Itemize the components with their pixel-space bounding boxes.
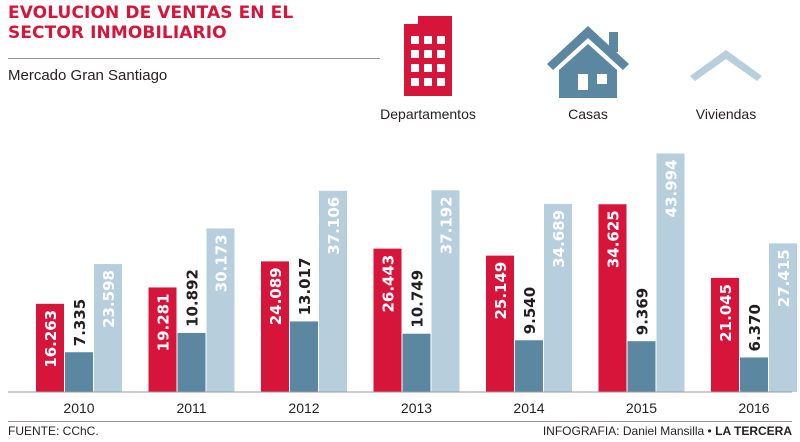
value-label-departamentos-2016: 21.045: [717, 284, 735, 342]
x-tick-label-2016: 2016: [738, 400, 769, 416]
bar-departamentos-2016: [711, 277, 739, 392]
bar-viviendas-2016: [769, 243, 797, 392]
x-tick-label-2013: 2013: [401, 400, 432, 416]
x-tick-label-2012: 2012: [288, 400, 319, 416]
value-label-viviendas-2015: 43.994: [663, 159, 681, 217]
bar-viviendas-2012: [319, 190, 347, 392]
value-label-departamentos-2010: 16.263: [42, 310, 60, 368]
chart-title: EVOLUCION DE VENTAS EN EL SECTOR INMOBIL…: [8, 3, 294, 43]
x-tick-label-2011: 2011: [176, 400, 206, 416]
bar-departamentos-2014: [486, 255, 514, 392]
footer-divider: [8, 421, 792, 422]
bar-departamentos-2011: [148, 287, 177, 392]
source-note: FUENTE: CChC.: [8, 424, 99, 438]
value-label-viviendas-2011: 30.173: [213, 234, 231, 292]
value-label-departamentos-2011: 19.281: [155, 293, 173, 351]
bar-departamentos-2010: [36, 303, 64, 392]
value-label-departamentos-2012: 24.089: [267, 267, 285, 325]
bar-departamentos-2012: [261, 261, 289, 392]
value-label-viviendas-2014: 34.689: [550, 210, 568, 268]
bar-casas-2016: [740, 357, 768, 392]
value-label-viviendas-2012: 37.106: [325, 197, 343, 255]
house-icon: [547, 26, 629, 98]
value-label-casas-2016: 6.370: [746, 304, 764, 351]
credit-brand: LA TERCERA: [715, 424, 792, 438]
bar-viviendas-2011: [206, 228, 235, 392]
title-divider: [8, 58, 380, 59]
credit-line: INFOGRAFIA: Daniel Mansilla • LA TERCERA: [543, 424, 792, 438]
bar-casas-2013: [402, 333, 431, 392]
bar-chart: 16.263 7.335 23.598 2010 19.281 10.892 30.173 2…: [8, 153, 797, 416]
legend-label-departamentos: Departamentos: [380, 106, 476, 122]
bar-viviendas-2014: [544, 203, 572, 392]
x-tick-label-2010: 2010: [63, 400, 94, 416]
value-label-viviendas-2016: 27.415: [775, 249, 793, 307]
value-label-casas-2015: 9.369: [634, 288, 652, 335]
bar-casas-2011: [177, 332, 206, 392]
bar-departamentos-2013: [373, 248, 402, 392]
chart-subtitle: Mercado Gran Santiago: [8, 67, 168, 84]
bar-casas-2010: [65, 352, 93, 392]
roof-icon: [690, 50, 762, 81]
bar-casas-2015: [627, 341, 656, 392]
legend-label-viviendas: Viviendas: [695, 106, 757, 122]
bar-casas-2014: [515, 340, 543, 392]
value-label-casas-2012: 13.017: [296, 258, 314, 316]
value-label-casas-2011: 10.892: [184, 269, 202, 327]
legend-label-casas: Casas: [568, 106, 608, 122]
credit-prefix: INFOGRAFIA: Daniel Mansilla •: [542, 424, 712, 438]
value-label-casas-2010: 7.335: [71, 299, 89, 346]
bar-casas-2012: [290, 321, 318, 392]
bar-departamentos-2015: [598, 204, 627, 392]
value-label-departamentos-2014: 25.149: [492, 262, 510, 320]
apartment-building-icon: [404, 16, 452, 96]
bar-viviendas-2015: [656, 153, 685, 392]
bar-viviendas-2013: [431, 190, 460, 392]
value-label-departamentos-2015: 34.625: [605, 210, 623, 268]
value-label-viviendas-2010: 23.598: [100, 270, 118, 328]
x-tick-label-2014: 2014: [513, 400, 544, 416]
value-label-casas-2013: 10.749: [409, 270, 427, 328]
value-label-departamentos-2013: 26.443: [380, 255, 398, 313]
value-label-viviendas-2013: 37.192: [438, 196, 456, 254]
x-tick-label-2015: 2015: [626, 400, 657, 416]
value-label-casas-2014: 9.540: [521, 287, 539, 334]
bar-viviendas-2010: [94, 264, 122, 392]
